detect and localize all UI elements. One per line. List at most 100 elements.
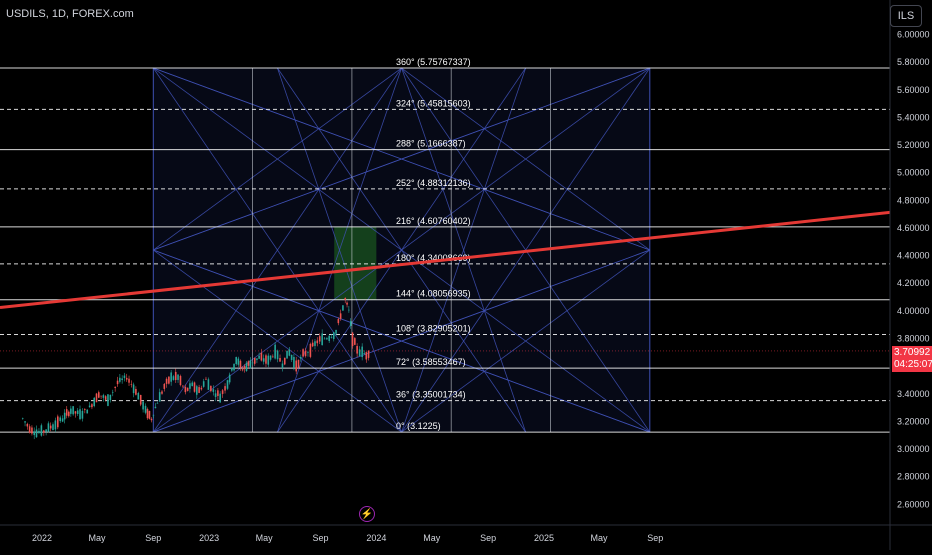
candle-body [144, 405, 147, 413]
candle-body [269, 355, 272, 360]
candle-body [65, 409, 68, 416]
gann-level-label: 144° (4.08056935) [396, 289, 471, 299]
candle-body [193, 382, 196, 392]
price-axis [890, 0, 932, 550]
candle-body [342, 305, 344, 311]
candle-body [114, 386, 116, 388]
candle-body [200, 387, 203, 390]
candle-body [43, 430, 45, 433]
gann-fan-line-4 [153, 249, 402, 433]
candle-body [332, 332, 335, 339]
candle-body [276, 350, 279, 360]
y-tick-label: 4.20000 [897, 278, 930, 288]
candle-body [202, 381, 205, 387]
candle-body [267, 355, 270, 365]
candle-body [152, 414, 155, 416]
y-tick-label: 3.40000 [897, 389, 930, 399]
candle-body [24, 421, 26, 423]
x-tick-label: 2024 [366, 533, 386, 543]
gann-level-label: 288° (5.1666387) [396, 139, 466, 149]
x-tick-label: Sep [145, 533, 161, 543]
candle-body [93, 397, 96, 407]
candle-body [233, 363, 235, 371]
candle-body [72, 406, 74, 415]
candle-body [184, 386, 187, 393]
candle-body [104, 396, 107, 400]
candle-body [235, 357, 238, 365]
candle-body [241, 369, 244, 371]
candle-body [154, 406, 157, 409]
gann-fan-line-23 [153, 249, 650, 433]
x-tick-label: May [256, 533, 274, 543]
y-tick-label: 5.40000 [897, 112, 930, 122]
candle-body [38, 430, 40, 433]
y-tick-label: 5.00000 [897, 168, 930, 178]
candle-body [95, 393, 98, 403]
candle-body [358, 349, 361, 356]
candle-body [74, 411, 77, 414]
y-tick-label: 3.80000 [897, 333, 930, 343]
candle-body [107, 394, 109, 406]
gann-fan-line-8 [152, 67, 402, 433]
x-tick-label: Sep [480, 533, 496, 543]
candle-body [182, 385, 184, 387]
candle-body [247, 361, 250, 366]
candle-body [123, 375, 126, 378]
candle-body [219, 393, 221, 403]
candle-body [221, 390, 224, 394]
candle-body [346, 302, 348, 305]
current-price-label: 3.70992 [894, 347, 931, 358]
candle-body [119, 377, 121, 382]
candle-body [243, 366, 246, 369]
candle-body [196, 386, 198, 395]
y-tick-label: 4.00000 [897, 306, 930, 316]
candle-body [228, 374, 231, 383]
candle-body [274, 344, 276, 359]
candle-body [52, 424, 54, 431]
candle-body [262, 358, 265, 362]
candle-body [281, 363, 284, 368]
candle-body [128, 378, 130, 383]
candle-body [323, 338, 326, 340]
candle-body [179, 376, 182, 386]
x-tick-label: May [88, 533, 106, 543]
candle-body [253, 357, 256, 364]
y-tick-label: 5.60000 [897, 85, 930, 95]
candle-body [288, 349, 291, 356]
candle-body [174, 371, 177, 381]
candle-body [84, 409, 86, 410]
gann-fan-line-22 [153, 67, 650, 251]
lightning-icon[interactable]: ⚡ [359, 506, 375, 522]
candle-body [31, 427, 33, 434]
candle-body [299, 357, 302, 359]
candle-body [135, 389, 137, 395]
trend-line [0, 210, 891, 310]
candle-body [214, 393, 217, 397]
candle-body [121, 378, 123, 380]
currency-button[interactable]: ILS [890, 5, 922, 27]
candle-body [226, 380, 229, 389]
current-price-badge: 3.70992 04:25:07 [892, 346, 932, 372]
y-tick-label: 6.00000 [897, 30, 930, 40]
candle-body [91, 404, 93, 408]
x-tick-label: 2023 [199, 533, 219, 543]
symbol-title: USDILS, 1D, FOREX.com [6, 8, 134, 20]
candle-body [295, 360, 298, 372]
candle-body [198, 387, 200, 393]
candle-body [132, 384, 135, 394]
candle-body [258, 355, 260, 359]
candle-body [283, 357, 286, 365]
candle-body [260, 352, 263, 361]
candle-body [170, 372, 172, 382]
candle-body [137, 393, 140, 400]
candle-body [249, 360, 252, 369]
countdown-label: 04:25:07 [894, 359, 932, 370]
candle-body [28, 426, 31, 433]
candle-body [293, 356, 295, 368]
gann-fan-line-3 [401, 67, 651, 251]
candle-body [47, 423, 50, 432]
candle-body [356, 345, 358, 354]
gann-fan-line-19 [401, 67, 527, 433]
